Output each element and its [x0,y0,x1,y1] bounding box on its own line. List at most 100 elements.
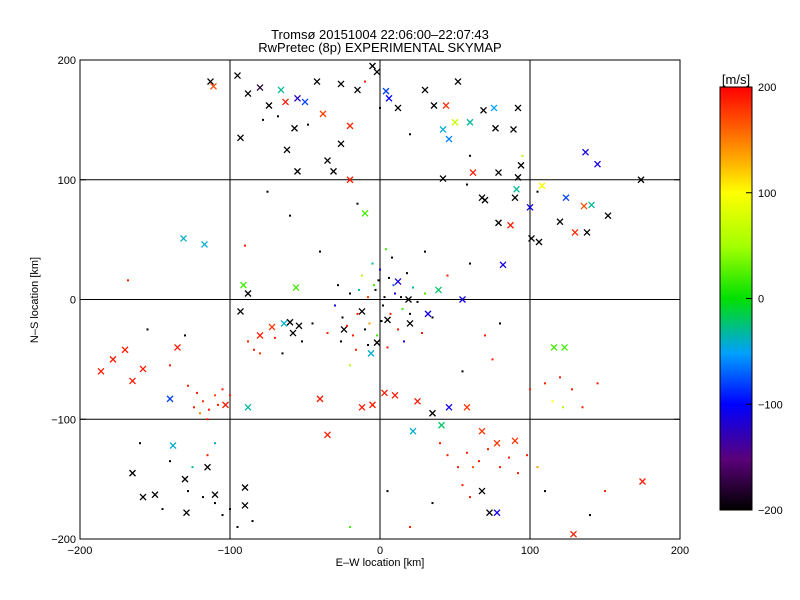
point-cross [282,98,289,106]
point-dot [337,284,339,287]
point-dot [374,288,377,291]
point-dot [364,328,366,331]
point-dot [281,352,284,355]
point-cross [294,167,301,175]
point-cross [256,84,264,92]
point-dot [604,490,606,493]
point-dot [127,279,129,282]
point-cross [210,82,217,90]
point-cross [430,102,438,109]
point-dot [206,418,209,421]
point-cross [244,403,252,411]
point-cross [511,194,519,202]
point-dot [409,526,411,529]
point-dot [385,248,387,251]
y-axis-label: N–S location [km] [29,257,41,343]
point-cross [294,94,301,102]
point-cross [97,367,105,375]
point-cross [580,202,588,210]
point-cross [421,86,429,94]
point-cross [291,124,298,132]
point-dot [380,320,383,323]
point-dot [469,496,471,499]
point-dot [484,334,486,337]
point-dot [307,123,309,126]
point-dot [334,304,336,307]
point-cross [513,185,520,193]
point-cross [289,329,297,337]
point-cross [438,421,445,429]
point-dot [202,400,204,403]
point-cross [369,62,376,70]
point-dot [266,190,269,193]
point-cross [237,308,244,315]
x-axis-label: E–W location [km] [336,557,425,569]
point-cross [256,331,264,339]
point-dot [367,296,369,299]
point-dot [487,448,489,451]
point-cross [361,209,369,217]
point-cross [169,442,177,450]
point-cross [499,261,507,269]
point-cross [517,161,525,169]
point-cross [469,169,477,177]
point-dot [244,244,246,247]
point-cross [429,409,436,417]
point-cross [166,395,174,403]
x-tick-label: −200 [68,545,93,557]
point-cross [588,201,595,209]
point-dot [526,454,528,457]
point-cross [451,118,459,126]
point-cross [538,182,546,190]
point-cross [174,343,181,351]
point-cross [129,469,136,477]
point-cross [346,122,354,130]
point-cross [354,86,361,94]
point-cross [301,98,309,106]
point-dot [356,312,359,315]
point-dot [389,312,392,315]
point-cross [478,427,486,435]
point-dot [508,456,510,459]
point-dot [394,292,396,295]
point-dot [206,454,209,457]
y-tick-label: 0 [70,295,76,307]
point-dot [397,328,399,331]
point-dot [571,388,573,391]
point-dot [208,408,210,411]
point-dot [251,520,254,523]
point-dot [187,384,189,387]
point-dot [146,328,149,331]
colorbar-label: [m/s] [722,72,750,87]
y-tick-label: 200 [58,55,76,67]
point-dot [184,334,186,337]
point-dot [319,250,321,253]
point-dot [412,286,414,289]
point-cross [241,502,249,509]
point-cross [139,493,147,501]
point-dot [373,284,375,287]
point-cross [405,296,412,303]
point-cross [445,135,453,143]
point-cross [463,403,471,411]
point-cross [324,157,331,165]
point-dot [461,370,464,373]
point-dot [371,262,374,265]
point-cross [222,401,229,409]
point-cross [604,212,612,220]
point-dot [376,334,378,337]
point-dot [340,340,342,343]
point-dot [466,183,468,186]
point-dot [388,276,390,279]
data-points [97,62,646,538]
point-dot [383,296,386,299]
point-cross [346,176,354,184]
point-dot [551,400,554,403]
point-cross [556,218,564,226]
point-cross [511,437,519,445]
colorbar-tick-label: 200 [758,82,776,94]
point-cross [384,316,391,324]
point-cross [514,104,522,112]
point-dot [352,334,354,337]
point-cross [244,290,252,297]
